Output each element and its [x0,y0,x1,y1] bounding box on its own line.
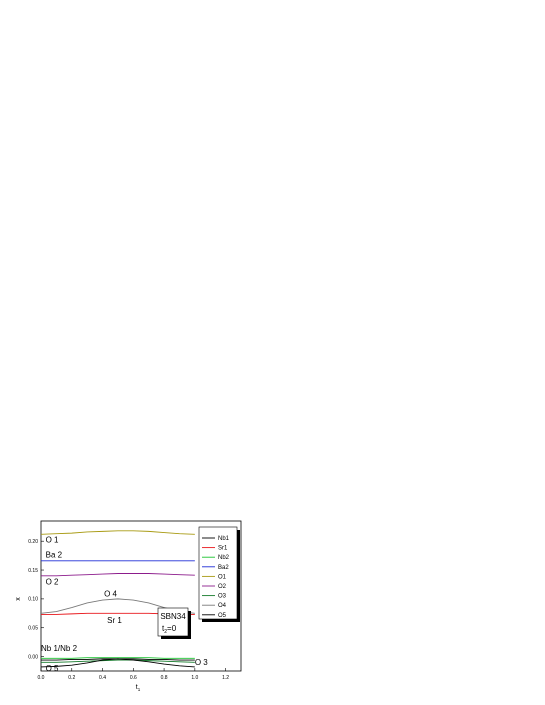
series-line-nb2 [41,657,195,659]
x-tick-label: 0.0 [38,675,45,681]
series-line-o5 [40,658,195,668]
legend-label: Sr1 [218,546,228,552]
legend-label: Ba2 [218,565,229,571]
legend-label: Nb1 [218,536,230,542]
axis-ticks: 0.0 0.2 0.4 0.6 0.8 1.0 1.2 0.00 0.05 0.10 0.15 0.2… [28,539,229,681]
series-lines [40,530,195,668]
series-line-o3 [41,659,195,663]
annotation-label: O 1 [46,535,59,544]
info-box-line2: t2=0 [162,624,177,635]
x-tick-label: 0.4 [99,675,106,681]
x-tick-label: 0.8 [161,675,168,681]
annotation-label: O 2 [46,577,59,586]
y-axis-label: x [15,597,22,601]
y-tick-label: 0.15 [28,568,38,574]
annotation-label: O 4 [104,590,117,599]
y-tick-label: 0.10 [28,597,38,603]
legend-label: O4 [218,603,227,609]
annotation-label: Nb 1/Nb 2 [41,644,78,653]
x-tick-label: 1.2 [222,675,229,681]
x-tick-label: 0.6 [130,675,137,681]
y-tick-label: 0.00 [28,654,38,660]
x-tick-label: 0.2 [68,675,75,681]
x-tick-label: 1.0 [191,675,198,681]
legend-label: O3 [218,594,227,600]
annotation-label: Ba 2 [46,550,63,559]
info-box-line1: SBN34 [160,612,186,621]
info-box: SBN34 t2=0 [157,607,191,639]
annotation-label: Sr 1 [107,616,122,625]
series-annotations: O 1 Ba 2 O 2 O 4 Sr 1 Nb 1/Nb 2 O 3 O 5 [41,535,208,673]
legend-label: Nb2 [218,555,230,561]
series-line-o1 [40,530,195,535]
legend: Nb1 Sr1 Nb2 Ba2 O1 O2 O3 O4 O5 [198,526,240,622]
plot-frame [40,520,242,672]
legend-label: O1 [218,574,227,580]
legend-label: O2 [218,584,227,590]
annotation-label: O 5 [46,664,59,673]
x-axis-label-subscript: 1 [138,687,141,692]
y-tick-label: 0.05 [28,626,38,632]
x-axis-label: t1 [136,684,141,692]
annotation-label: O 3 [195,658,208,667]
legend-label: O5 [218,613,227,619]
series-line-o2 [41,573,195,577]
y-tick-label: 0.20 [28,539,38,545]
